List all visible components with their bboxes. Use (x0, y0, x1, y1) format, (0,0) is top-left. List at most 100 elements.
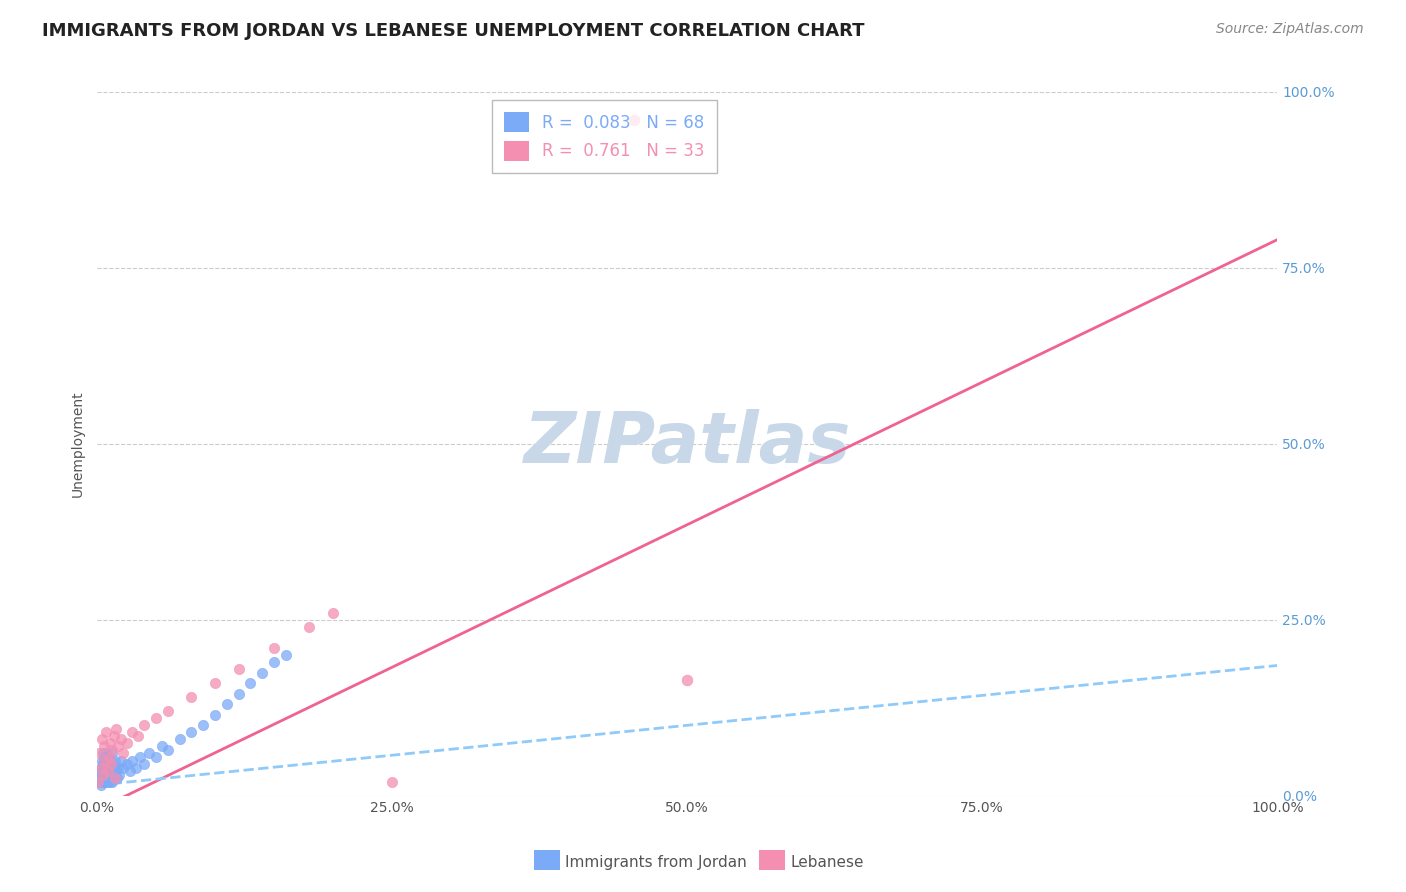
Point (100, 757, 122, 772)
Y-axis label: Unemployment: Unemployment (72, 391, 86, 497)
Point (101, 743, 124, 757)
Point (138, 747, 160, 761)
Point (98, 736, 121, 750)
Point (228, 662, 250, 676)
Point (169, 732, 191, 747)
Point (204, 707, 226, 722)
Point (93, 750, 115, 764)
Point (128, 750, 150, 764)
Point (115, 736, 138, 750)
Point (104, 754, 127, 768)
Point (193, 718, 215, 732)
Point (90, 760, 112, 774)
Point (156, 743, 179, 757)
Point (274, 648, 297, 662)
Point (111, 747, 134, 761)
Point (120, 764, 142, 778)
Point (93, 760, 115, 774)
Point (94, 757, 117, 772)
Point (97, 764, 120, 778)
Point (90, 760, 112, 774)
Point (204, 676, 226, 690)
Point (125, 760, 148, 774)
Point (134, 757, 156, 772)
Point (623, 113, 645, 128)
Point (91, 747, 114, 761)
Point (115, 757, 138, 772)
Point (105, 771, 128, 785)
Point (101, 767, 124, 781)
Point (90, 771, 112, 785)
Point (111, 760, 134, 774)
Point (96, 747, 118, 761)
Point (252, 665, 274, 680)
Point (134, 718, 156, 732)
Point (180, 725, 202, 739)
Point (107, 739, 129, 754)
Point (94, 754, 117, 768)
Point (97, 771, 120, 785)
Point (100, 771, 122, 785)
Point (93, 764, 115, 778)
Text: Source: ZipAtlas.com: Source: ZipAtlas.com (1216, 22, 1364, 37)
Point (263, 640, 285, 655)
Point (96, 754, 118, 768)
Point (91, 767, 114, 781)
Point (239, 676, 262, 690)
Point (101, 747, 124, 761)
Point (381, 774, 404, 789)
Point (98, 767, 121, 781)
Point (90, 764, 112, 778)
Text: ZIPatlas: ZIPatlas (523, 409, 851, 478)
Point (96, 725, 118, 739)
Point (103, 729, 125, 743)
Point (89, 774, 111, 789)
Point (110, 732, 132, 747)
Point (87, 771, 110, 785)
Point (156, 704, 179, 718)
Point (91, 767, 114, 781)
Point (121, 754, 143, 768)
Point (101, 774, 124, 789)
Point (94, 774, 117, 789)
Point (104, 771, 127, 785)
Point (93, 739, 115, 754)
Point (298, 620, 321, 634)
Point (94, 767, 117, 781)
Point (97, 750, 120, 764)
Point (87, 774, 110, 789)
Point (97, 764, 120, 778)
Point (104, 722, 127, 736)
Point (104, 764, 127, 778)
Point (103, 760, 125, 774)
Point (127, 729, 149, 743)
Text: Immigrants from Jordan: Immigrants from Jordan (565, 855, 747, 870)
Point (121, 725, 143, 739)
Legend: R =  0.083   N = 68, R =  0.761   N = 33: R = 0.083 N = 68, R = 0.761 N = 33 (492, 100, 717, 172)
Point (228, 687, 250, 701)
Point (96, 771, 118, 785)
Point (91, 774, 114, 789)
Point (263, 655, 285, 669)
Point (91, 757, 114, 772)
Point (98, 774, 121, 789)
Point (145, 711, 167, 725)
Point (145, 750, 167, 764)
Text: Lebanese: Lebanese (790, 855, 863, 870)
Point (90, 754, 112, 768)
Point (89, 747, 111, 761)
Point (104, 767, 127, 781)
Point (103, 771, 125, 785)
Point (110, 754, 132, 768)
Point (97, 750, 120, 764)
Point (97, 767, 120, 781)
Point (93, 771, 115, 785)
Point (150, 739, 173, 754)
Point (676, 673, 699, 687)
Text: IMMIGRANTS FROM JORDAN VS LEBANESE UNEMPLOYMENT CORRELATION CHART: IMMIGRANTS FROM JORDAN VS LEBANESE UNEMP… (42, 22, 865, 40)
Point (96, 764, 118, 778)
Point (107, 760, 129, 774)
Point (215, 697, 238, 711)
Point (97, 774, 120, 789)
Point (90, 732, 112, 747)
